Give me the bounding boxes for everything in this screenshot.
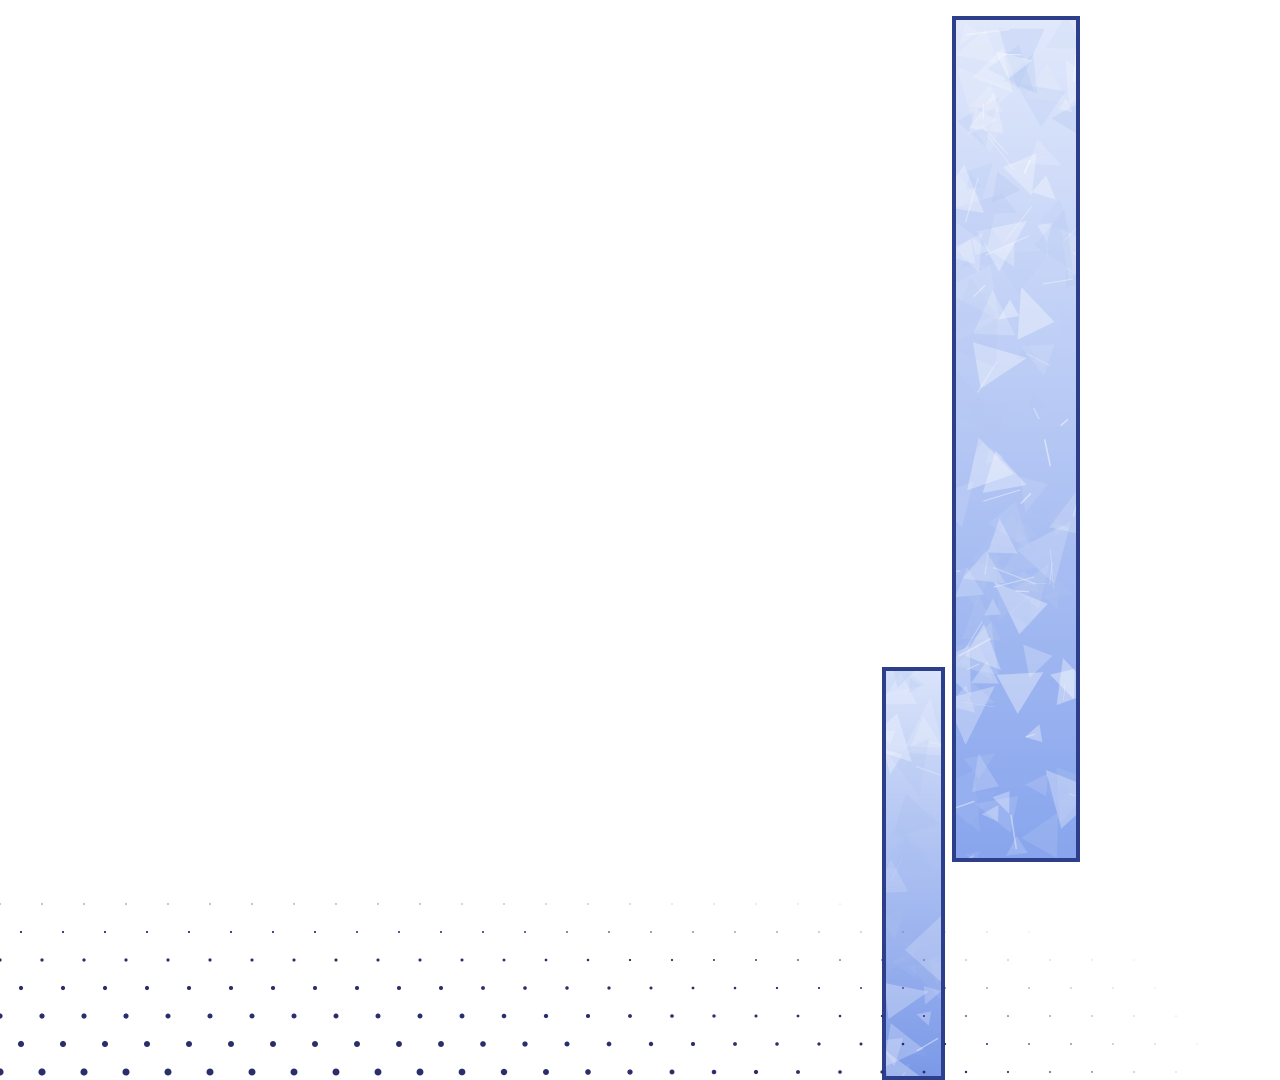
dot-pattern — [0, 864, 1280, 1080]
bar-tall — [952, 16, 1080, 862]
